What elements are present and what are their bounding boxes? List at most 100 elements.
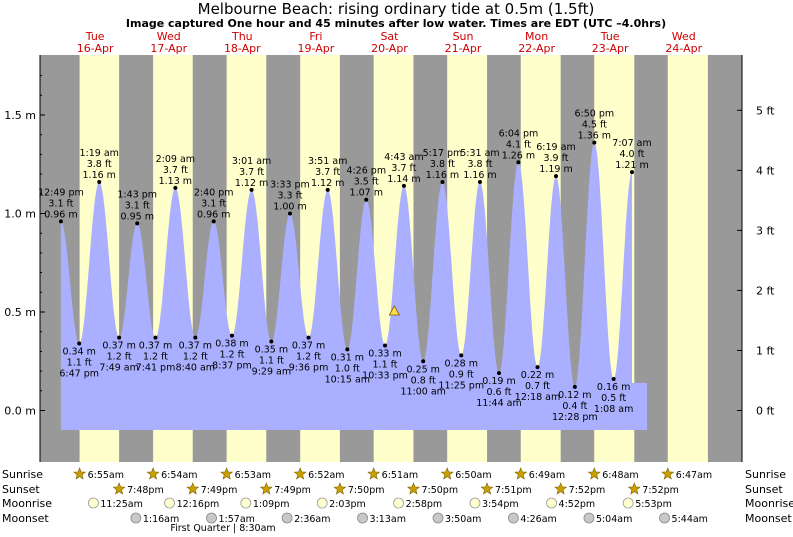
- sunset-icon: [259, 482, 273, 495]
- moonset-time: 2:36am: [294, 514, 330, 525]
- low-tide-meters: 0.37 m: [292, 341, 325, 352]
- sunrise-time: 6:54am: [161, 470, 197, 481]
- right-axis-tick-label: 4 ft: [756, 164, 775, 177]
- low-tide-feet: 0.5 ft: [601, 393, 626, 404]
- current-level-marker: [388, 305, 401, 316]
- low-tide-point: [496, 371, 501, 376]
- low-tide-point: [572, 384, 577, 389]
- high-tide-point: [249, 187, 254, 192]
- moonset-row-label-right: Moonset: [745, 512, 792, 525]
- low-tide-time: 8:40 am: [176, 363, 215, 374]
- low-tide-time: 10:33 pm: [362, 370, 408, 381]
- low-tide-meters: 0.31 m: [331, 352, 364, 363]
- sunrise-icon: [587, 467, 601, 480]
- high-tide-meters: 1.07 m: [350, 188, 383, 199]
- moonrise-icon: [164, 497, 175, 509]
- high-tide-time: 3:51 am: [308, 156, 347, 167]
- high-tide-feet: 3.8 ft: [467, 159, 492, 170]
- high-tide-feet: 3.8 ft: [430, 159, 455, 170]
- sunrise-time: 6:49am: [529, 470, 565, 481]
- low-tide-meters: 0.25 m: [406, 364, 439, 375]
- high-tide-point: [287, 211, 292, 216]
- low-tide-point: [306, 335, 311, 340]
- low-tide-meters: 0.22 m: [521, 370, 554, 381]
- moonrise-icon: [622, 497, 634, 509]
- day-date: 24-Apr: [665, 42, 702, 55]
- moonset-time: 5:04am: [596, 514, 632, 525]
- high-tide-point: [173, 185, 178, 190]
- moonset-icon: [357, 512, 368, 524]
- high-tide-feet: 3.3 ft: [277, 191, 302, 202]
- day-date: 17-Apr: [150, 42, 187, 55]
- low-tide-meters: 0.35 m: [255, 345, 288, 356]
- high-tide-point: [516, 160, 521, 165]
- day-date: 20-Apr: [371, 42, 408, 55]
- moonrise-time: 1:09pm: [253, 499, 290, 510]
- moonrise-icon: [316, 497, 328, 509]
- day-name: Fri: [309, 30, 322, 43]
- low-tide-feet: 1.1 ft: [373, 359, 398, 370]
- sunset-icon: [333, 482, 347, 495]
- high-tide-meters: 0.95 m: [121, 211, 154, 222]
- sunset-time: 7:49pm: [201, 485, 238, 496]
- low-tide-meters: 0.19 m: [482, 376, 515, 387]
- low-tide-time: 6:47 pm: [59, 369, 99, 380]
- sunset-time: 7:52pm: [569, 485, 606, 496]
- high-tide-meters: 1.21 m: [615, 160, 648, 171]
- left-axis-tick-label: 0.5 m: [4, 306, 36, 319]
- day-date: 18-Apr: [224, 42, 261, 55]
- sunset-icon: [554, 482, 568, 495]
- high-tide-feet: 3.9 ft: [543, 153, 568, 164]
- right-axis-tick-label: 1 ft: [756, 344, 775, 357]
- high-tide-feet: 3.1 ft: [125, 200, 150, 211]
- low-tide-point: [229, 333, 234, 338]
- low-tide-feet: 1.2 ft: [296, 352, 321, 363]
- high-tide-time: 3:33 pm: [270, 180, 310, 191]
- low-tide-time: 11:00 am: [400, 386, 445, 397]
- day-name: Sun: [453, 30, 474, 43]
- low-tide-meters: 0.37 m: [139, 341, 172, 352]
- day-name: Wed: [157, 30, 181, 43]
- sunrise-icon: [146, 467, 160, 480]
- high-tide-point: [630, 170, 635, 175]
- high-tide-time: 7:07 am: [612, 138, 651, 149]
- moonset-time: 1:57am: [219, 514, 255, 525]
- tide-curve: [60, 142, 647, 430]
- moonrise-icon: [546, 497, 557, 509]
- day-date: 21-Apr: [445, 42, 482, 55]
- low-tide-time: 10:15 am: [325, 374, 370, 385]
- low-tide-feet: 0.6 ft: [486, 387, 511, 398]
- moonrise-icon: [240, 497, 252, 509]
- low-tide-feet: 1.0 ft: [335, 363, 360, 374]
- high-tide-feet: 3.8 ft: [87, 159, 112, 170]
- day-name: Mon: [525, 30, 548, 43]
- low-tide-time: 11:44 am: [476, 398, 521, 409]
- low-tide-feet: 0.7 ft: [525, 381, 550, 392]
- high-tide-time: 1:19 am: [80, 148, 119, 159]
- sunset-row-label-left: Sunset: [2, 483, 40, 496]
- low-tide-meters: 0.12 m: [558, 390, 591, 401]
- high-tide-meters: 1.36 m: [578, 131, 611, 142]
- moonset-time: 4:26am: [520, 514, 556, 525]
- high-tide-time: 6:19 am: [536, 142, 575, 153]
- moonrise-time: 2:03pm: [329, 499, 366, 510]
- right-axis-tick-label: 0 ft: [756, 405, 775, 418]
- high-tide-feet: 3.1 ft: [201, 198, 226, 209]
- low-tide-time: 8:37 pm: [212, 361, 252, 372]
- low-tide-feet: 0.9 ft: [449, 369, 474, 380]
- low-tide-time: 7:41 pm: [136, 363, 176, 374]
- high-tide-meters: 0.96 m: [197, 209, 230, 220]
- moonrise-time: 5:53pm: [635, 499, 672, 510]
- moonset-icon: [130, 512, 142, 524]
- low-tide-point: [77, 341, 82, 346]
- high-tide-point: [553, 174, 558, 179]
- high-tide-meters: 1.16 m: [463, 170, 496, 181]
- right-axis-tick-label: 5 ft: [756, 104, 775, 117]
- moonset-icon: [206, 512, 217, 524]
- high-tide-time: 1:43 pm: [117, 189, 157, 200]
- day-name: Tue: [600, 30, 620, 43]
- day-date: 23-Apr: [592, 42, 629, 55]
- high-tide-feet: 4.1 ft: [506, 139, 531, 150]
